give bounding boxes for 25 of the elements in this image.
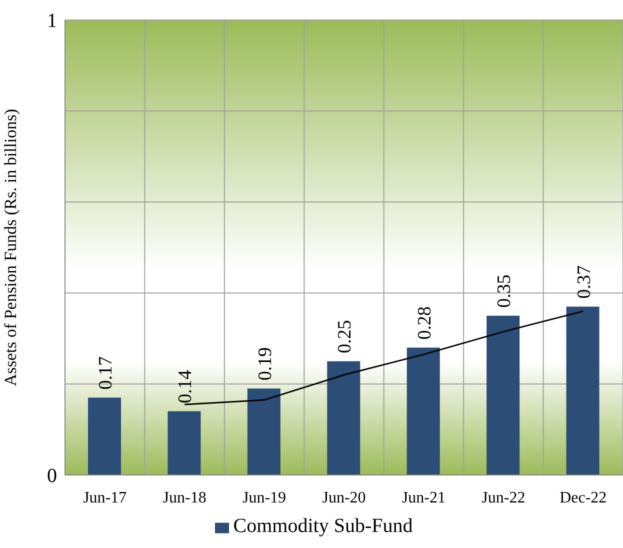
data-label: 0.28 xyxy=(414,306,436,340)
y-tick-label: 1 xyxy=(47,10,57,32)
data-label: 0.25 xyxy=(334,320,356,354)
y-axis-title: Assets of Pension Funds (Rs. in billions) xyxy=(1,108,20,386)
bar xyxy=(168,411,201,475)
data-label: 0.35 xyxy=(494,274,516,308)
x-tick-label: Jun-20 xyxy=(322,489,366,506)
bar xyxy=(247,388,280,475)
bar xyxy=(566,306,600,475)
x-tick-label: Jun-19 xyxy=(242,489,286,506)
data-label: 0.17 xyxy=(96,356,116,390)
data-label: 0.14 xyxy=(175,370,196,404)
bar xyxy=(486,316,520,475)
bar xyxy=(406,348,440,475)
y-tick-label: 0 xyxy=(47,465,57,488)
data-label: 0.37 xyxy=(574,265,595,299)
x-tick-label: Dec-22 xyxy=(560,489,607,506)
x-tick-label: Jun-22 xyxy=(482,489,526,506)
x-tick-label: Jun-21 xyxy=(402,489,446,506)
legend-label: Commodity Sub-Fund xyxy=(233,515,413,537)
x-tick-label: Jun-17 xyxy=(83,489,127,506)
bar xyxy=(327,361,360,475)
bar xyxy=(88,398,121,475)
data-label: 0.19 xyxy=(254,347,276,381)
x-tick-label: Jun-18 xyxy=(162,489,206,506)
